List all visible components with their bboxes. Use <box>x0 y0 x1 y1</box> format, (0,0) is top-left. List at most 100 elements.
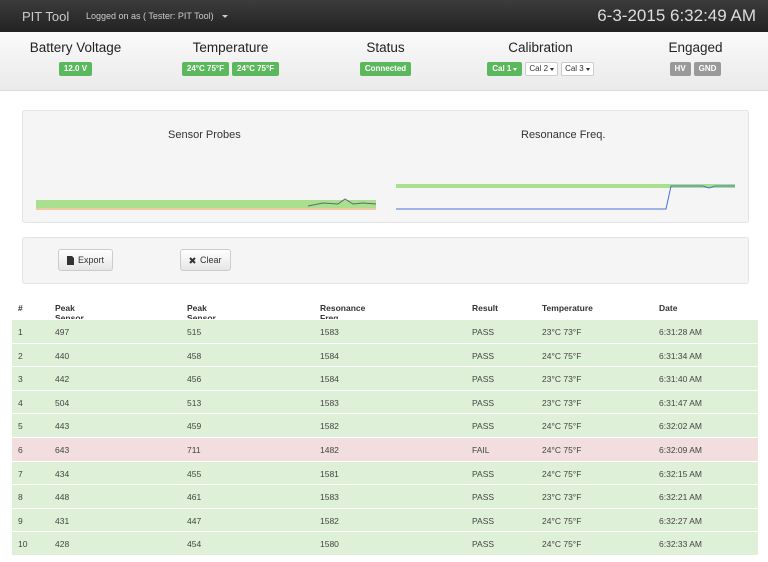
table-cell: 459 <box>187 421 201 431</box>
table-cell: 5 <box>18 421 23 431</box>
table-cell: 431 <box>55 516 69 526</box>
column-header: Result <box>472 303 498 313</box>
table-cell: 6:31:40 AM <box>659 374 702 384</box>
table-cell: 2 <box>18 351 23 361</box>
user-menu[interactable]: Logged on as ( Tester: PIT Tool) <box>86 11 214 21</box>
table-cell: 443 <box>55 421 69 431</box>
table-row: 66437111482FAIL24°C 75°F6:32:09 AM <box>12 437 758 461</box>
status-label: Calibration <box>463 40 618 62</box>
probe-band <box>36 200 376 208</box>
table-cell: 643 <box>55 445 69 455</box>
table-cell: 24°C 75°F <box>542 539 581 549</box>
table-cell: 6:32:21 AM <box>659 492 702 502</box>
table-cell: 1583 <box>320 492 339 502</box>
table-cell: FAIL <box>472 445 489 455</box>
table-cell: 515 <box>187 327 201 337</box>
clear-button[interactable]: Clear <box>180 249 231 271</box>
table-cell: 1583 <box>320 327 339 337</box>
table-cell: 4 <box>18 398 23 408</box>
table-cell: 8 <box>18 492 23 502</box>
export-button[interactable]: Export <box>58 249 113 271</box>
table-cell: 442 <box>55 374 69 384</box>
badges: HV GND <box>618 62 768 76</box>
table-cell: 1582 <box>320 421 339 431</box>
table-cell: 456 <box>187 374 201 384</box>
table-cell: PASS <box>472 351 494 361</box>
table-cell: PASS <box>472 516 494 526</box>
table-cell: PASS <box>472 421 494 431</box>
status-label: Engaged <box>618 40 768 62</box>
table-cell: 1 <box>18 327 23 337</box>
x-icon <box>189 257 196 264</box>
table-row: 74344551581PASS24°C 75°F6:32:15 AM <box>12 461 758 485</box>
table-cell: 6:31:28 AM <box>659 327 702 337</box>
table-cell: 24°C 75°F <box>542 351 581 361</box>
column-header: Date <box>659 303 677 313</box>
badge-text: GND <box>699 64 717 74</box>
sparklines <box>23 111 748 222</box>
table-row: 45045131583PASS23°C 73°F6:31:47 AM <box>12 390 758 414</box>
status-item: Temperature24°C 75°F24°C 75°F <box>153 32 308 76</box>
table-cell: 434 <box>55 469 69 479</box>
file-icon <box>67 256 74 265</box>
column-header: # <box>18 303 23 313</box>
table-cell: 3 <box>18 374 23 384</box>
table-cell: 24°C 75°F <box>542 469 581 479</box>
badge-text: 24°C 75°F <box>237 64 274 74</box>
table-cell: 447 <box>187 516 201 526</box>
table-row: 34424561584PASS23°C 73°F6:31:40 AM <box>12 366 758 390</box>
badge: 24°C 75°F <box>182 62 229 76</box>
caret <box>550 68 554 71</box>
badge[interactable]: Cal 3 <box>561 62 594 76</box>
badges: Cal 1 Cal 2 Cal 3 <box>463 62 618 76</box>
status-item: CalibrationCal 1 Cal 2 Cal 3 <box>463 32 618 76</box>
table-cell: 6 <box>18 445 23 455</box>
badge[interactable]: Cal 1 <box>487 62 522 76</box>
badges: 24°C 75°F 24°C 75°F <box>153 62 308 76</box>
table-cell: PASS <box>472 327 494 337</box>
table-cell: PASS <box>472 469 494 479</box>
table-cell: 24°C 75°F <box>542 445 581 455</box>
table-cell: 24°C 75°F <box>542 516 581 526</box>
caret <box>222 15 228 18</box>
charts-panel: Sensor Probes Resonance Freq. <box>22 110 749 223</box>
table-cell: 1584 <box>320 374 339 384</box>
table-cell: 9 <box>18 516 23 526</box>
badge: 12.0 V <box>59 62 92 76</box>
freq-line <box>396 186 735 209</box>
table-row: 14975151583PASS23°C 73°F6:31:28 AM <box>12 319 758 343</box>
table-cell: 24°C 75°F <box>542 421 581 431</box>
table-cell: 23°C 73°F <box>542 492 581 502</box>
badge-text: 24°C 75°F <box>187 64 224 74</box>
badges: 12.0 V <box>0 62 153 76</box>
badge-text: 12.0 V <box>64 64 87 74</box>
table-row: 5 443 459 1582 PASS 24°C 75°F 6:32:02 AM <box>12 413 758 437</box>
badge-text: HV <box>675 64 686 74</box>
brand[interactable]: PIT Tool <box>22 9 69 24</box>
badge-text: Cal 2 <box>529 64 548 74</box>
table-cell: 454 <box>187 539 201 549</box>
caret <box>513 68 517 71</box>
status-item: StatusConnected <box>308 32 463 76</box>
table-row: 84484611583PASS23°C 73°F6:32:21 AM <box>12 484 758 508</box>
table-cell: 6:32:33 AM <box>659 539 702 549</box>
badges: Connected <box>308 62 463 76</box>
badge[interactable]: Cal 2 <box>525 62 558 76</box>
table-cell: PASS <box>472 539 494 549</box>
table-row: 104284541580PASS24°C 75°F6:32:33 AM <box>12 531 758 555</box>
table-cell: 23°C 73°F <box>542 327 581 337</box>
table-cell: 461 <box>187 492 201 502</box>
table-cell: 6:32:02 AM <box>659 421 702 431</box>
datetime: 6-3-2015 6:32:49 AM <box>597 6 756 26</box>
table-cell: 440 <box>55 351 69 361</box>
table-cell: 504 <box>55 398 69 408</box>
table-cell: 458 <box>187 351 201 361</box>
table-cell: 455 <box>187 469 201 479</box>
badge: Connected <box>360 62 411 76</box>
table-row: 94314471582PASS24°C 75°F6:32:27 AM <box>12 508 758 532</box>
status-bar: Battery Voltage12.0 VTemperature24°C 75°… <box>0 32 768 91</box>
column-header: Temperature <box>542 303 593 313</box>
table-cell: 6:32:15 AM <box>659 469 702 479</box>
table-cell: 513 <box>187 398 201 408</box>
